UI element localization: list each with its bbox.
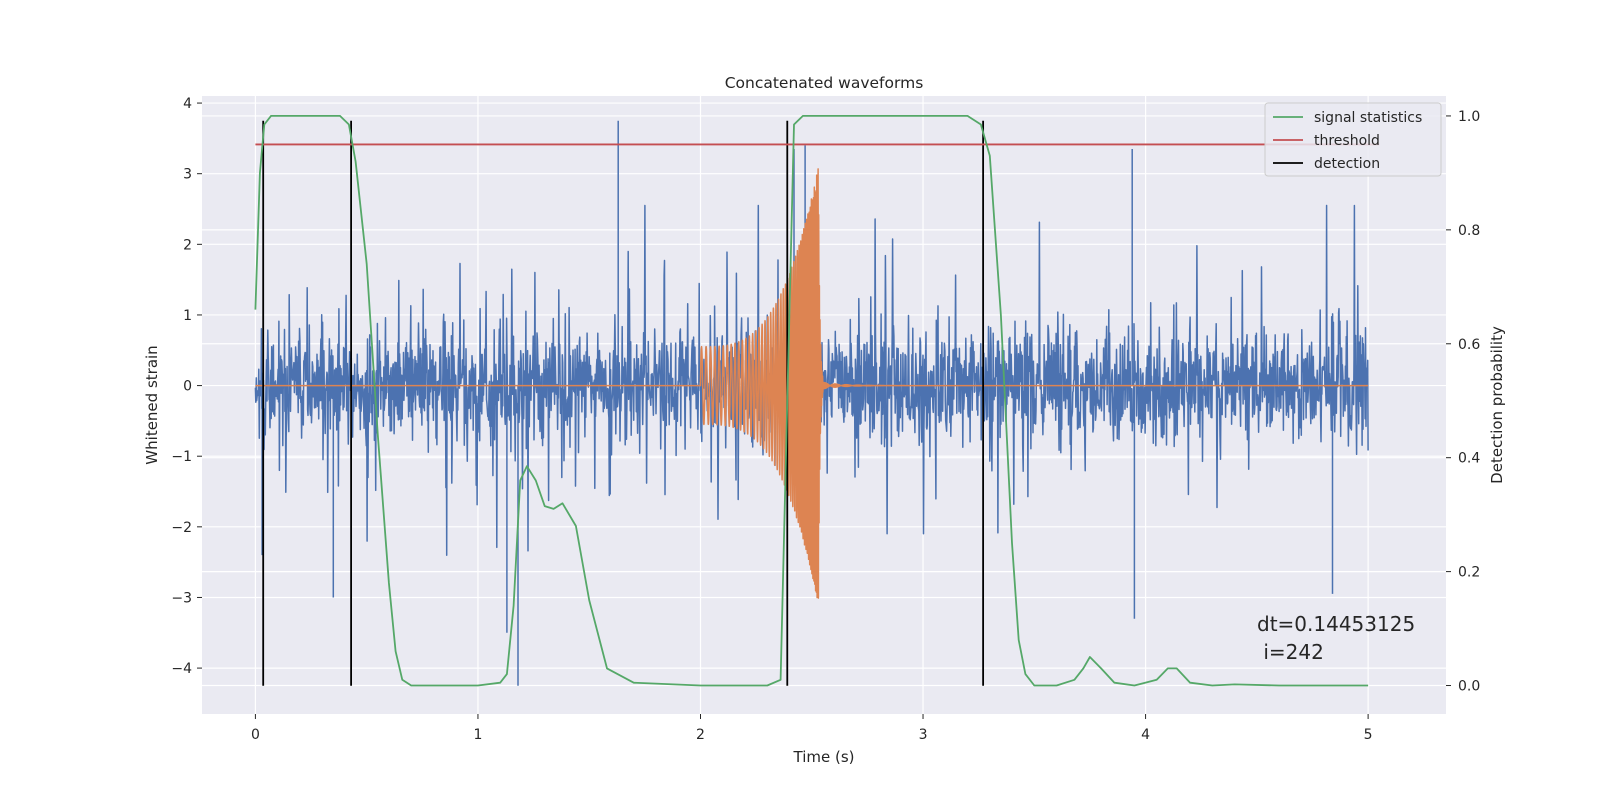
chart-title: Concatenated waveforms xyxy=(725,74,924,92)
x-axis-label: Time (s) xyxy=(793,748,855,766)
legend: signal statistics threshold detection xyxy=(1264,102,1442,177)
y-axis-left: −4 −3 −2 −1 0 1 2 3 4 xyxy=(171,96,202,677)
y-right-tick-label: 0.0 xyxy=(1458,679,1480,695)
y-right-tick-label: 0.4 xyxy=(1458,451,1480,467)
annotation-dt: dt=0.14453125 xyxy=(1257,612,1415,636)
x-axis: 0 1 2 3 4 5 xyxy=(251,714,1373,743)
x-tick-label: 0 xyxy=(251,727,260,743)
y-tick-label: 2 xyxy=(183,237,192,253)
x-tick-label: 1 xyxy=(473,727,482,743)
y-tick-label: 3 xyxy=(183,167,192,183)
y-right-tick-label: 0.6 xyxy=(1458,337,1480,353)
y-axis-label: Whitened strain xyxy=(143,345,161,464)
x-tick-label: 5 xyxy=(1364,727,1373,743)
y-tick-label: −1 xyxy=(171,449,192,465)
y-tick-label: −2 xyxy=(171,520,192,536)
y-right-tick-label: 0.2 xyxy=(1458,565,1480,581)
annotation: dt=0.14453125 i=242 xyxy=(1257,612,1415,664)
waveform-series xyxy=(255,168,1369,599)
legend-label-detection: detection xyxy=(1314,156,1380,172)
y-tick-label: 1 xyxy=(183,308,192,324)
x-tick-label: 4 xyxy=(1141,727,1150,743)
y-right-tick-label: 1.0 xyxy=(1458,109,1480,125)
y-tick-label: −3 xyxy=(171,590,192,606)
y-tick-label: 4 xyxy=(183,96,192,112)
annotation-i: i=242 xyxy=(1257,640,1324,664)
x-tick-label: 3 xyxy=(919,727,928,743)
legend-label-threshold: threshold xyxy=(1314,133,1380,149)
y-axis-right: 0.0 0.2 0.4 0.6 0.8 1.0 xyxy=(1446,109,1480,695)
legend-box xyxy=(1264,102,1442,177)
y-tick-label: −4 xyxy=(171,661,192,677)
legend-label-signal-statistics: signal statistics xyxy=(1314,110,1422,126)
y-right-tick-label: 0.8 xyxy=(1458,223,1480,239)
signal-statistics-line xyxy=(254,115,1369,687)
plot-lines xyxy=(254,115,1380,687)
y-axis-right-label: Detection probability xyxy=(1488,326,1506,484)
x-tick-label: 2 xyxy=(696,727,705,743)
y-tick-label: 0 xyxy=(183,379,192,395)
